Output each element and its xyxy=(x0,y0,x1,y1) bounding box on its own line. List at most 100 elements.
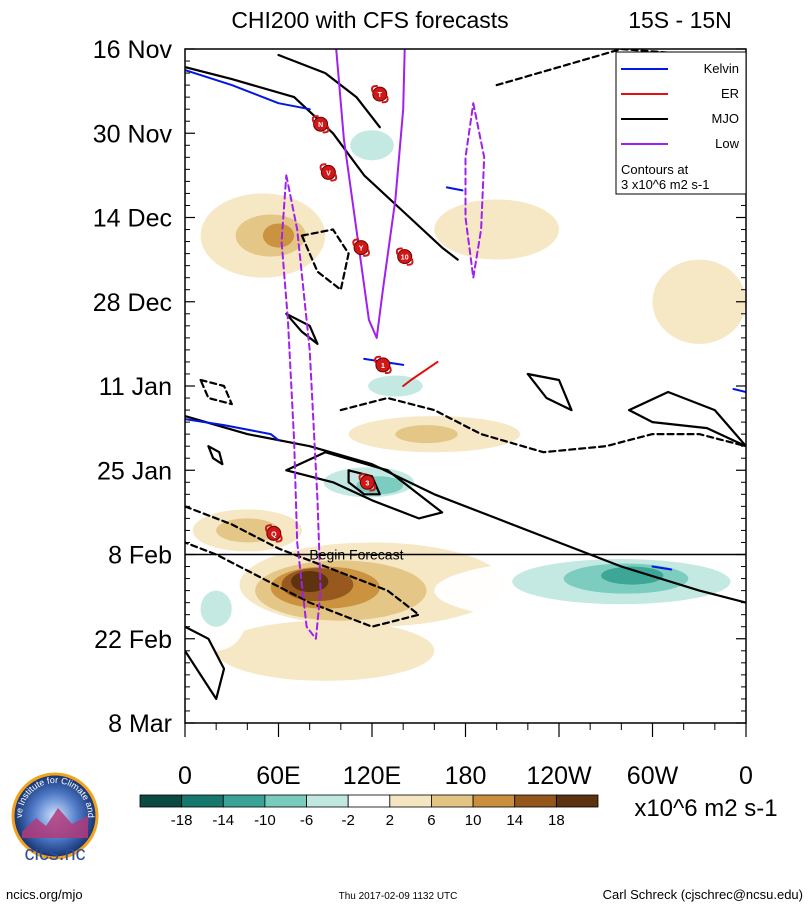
contour-kelvin-20 xyxy=(651,565,673,571)
storm-marker-6: 3 xyxy=(358,473,377,492)
x-tick-label: 180 xyxy=(445,762,487,790)
storm-marker-0: T xyxy=(370,84,389,104)
contour-kelvin-19 xyxy=(732,388,746,393)
y-tick-label: 25 Jan xyxy=(97,457,172,485)
storm-code: 10 xyxy=(401,255,409,262)
contour-kelvin-18 xyxy=(445,186,464,192)
colorbar-label: -18 xyxy=(171,812,193,829)
colorbar-label: -6 xyxy=(300,812,313,829)
anomaly-blob-28 xyxy=(601,566,664,585)
storm-code: T xyxy=(378,92,383,99)
contour-mjo-9 xyxy=(207,445,224,466)
footer-site: ncics.org/mjo xyxy=(6,887,83,902)
x-tick-label: 0 xyxy=(739,762,753,790)
x-tick-label: 120E xyxy=(343,762,401,790)
contour-low-24 xyxy=(464,102,486,279)
contour-mjo-13 xyxy=(185,505,420,628)
legend-label-er: ER xyxy=(721,86,739,101)
chart-title: CHI200 with CFS forecasts xyxy=(231,7,508,33)
colorbar-label: 18 xyxy=(548,812,565,829)
storm-icon xyxy=(320,164,336,180)
anomaly-blob-12 xyxy=(652,259,746,344)
colorbar-label: 2 xyxy=(386,812,394,829)
colorbar-swatch-7 xyxy=(431,794,474,808)
storm-spiral-icon xyxy=(264,524,283,543)
contour-mjo-5 xyxy=(285,451,444,520)
y-tick-label: 8 Feb xyxy=(108,542,172,570)
x-axis-labels: 0 60E 120E 180 120W 60W 0 xyxy=(178,762,753,790)
anomaly-blob-13 xyxy=(208,151,287,188)
anomaly-blob-22 xyxy=(200,590,232,627)
storm-spiral-icon xyxy=(319,163,338,182)
colorbar-swatch-3 xyxy=(264,794,307,808)
storm-spiral-icon xyxy=(311,115,330,134)
footer-author: Carl Schreck (cjschrec@ncsu.edu) xyxy=(603,887,803,902)
storm-markers: T N V Y 10 1 3 Q xyxy=(264,84,414,543)
storm-icon xyxy=(372,86,388,102)
storm-code: V xyxy=(326,170,331,177)
legend-label-low: Low xyxy=(715,136,739,151)
contour-mjo-14 xyxy=(199,378,233,406)
colorbar-swatch-2 xyxy=(222,794,266,808)
contour-mjo-1 xyxy=(277,53,381,129)
storm-marker-1: N xyxy=(311,115,330,134)
storm-spiral-icon xyxy=(395,247,414,266)
logo-arc-text: Cooperative Institute for Climate and Sa… xyxy=(0,0,96,818)
colorbar-label: -14 xyxy=(212,812,234,829)
colorbar: -18 -14 -10 -6 -2 2 6 10 14 18 xyxy=(139,794,599,829)
storm-spiral-icon xyxy=(358,473,377,492)
y-tick-label: 30 Nov xyxy=(93,120,173,148)
y-tick-label: 16 Nov xyxy=(93,36,173,64)
x-tick-label: 60W xyxy=(627,762,679,790)
forecast-marker: Begin Forecast xyxy=(185,547,746,563)
storm-code: 1 xyxy=(381,363,385,370)
anomaly-blob-10 xyxy=(434,199,559,260)
anomaly-blob-26 xyxy=(262,223,295,248)
contour-mjo-12 xyxy=(339,396,746,454)
colorbar-swatch-8 xyxy=(472,794,516,808)
colorbar-swatch-1 xyxy=(181,794,224,808)
anomaly-blob-20 xyxy=(395,425,458,444)
anomaly-blob-11 xyxy=(434,623,606,678)
storm-spiral-icon xyxy=(370,84,389,104)
colorbar-swatch-5 xyxy=(347,794,391,808)
colorbar-label: -10 xyxy=(254,812,276,829)
storm-icon xyxy=(397,249,413,265)
storm-marker-2: V xyxy=(319,163,338,182)
colorbar-swatch-6 xyxy=(389,794,432,808)
anomaly-blob-18 xyxy=(350,130,394,161)
storm-spiral-icon xyxy=(374,355,392,375)
storm-code: N xyxy=(318,122,323,129)
storm-marker-4: 10 xyxy=(395,247,414,266)
legend-note-1: Contours at xyxy=(621,162,689,177)
storm-icon xyxy=(266,525,282,541)
x-tick-label: 0 xyxy=(178,762,192,790)
colorbar-label: 14 xyxy=(506,812,523,829)
colorbar-label: -2 xyxy=(342,812,355,829)
logo-text: cics.nc xyxy=(24,843,85,865)
colorbar-swatch-9 xyxy=(514,794,557,808)
storm-code: 3 xyxy=(365,480,369,487)
legend: Kelvin ER MJO Low Contours at3 x10^6 m2 s-1 xyxy=(615,51,747,195)
x-tick-label: 120W xyxy=(526,762,592,790)
chart-region: 15S - 15N xyxy=(628,7,732,33)
colorbar-label: 6 xyxy=(427,812,435,829)
storm-marker-3: Y xyxy=(352,238,370,257)
anomaly-blob-29 xyxy=(290,571,329,593)
legend-label-kelvin: Kelvin xyxy=(704,61,739,76)
footer-timestamp: Thu 2017-02-09 1132 UTC xyxy=(339,891,458,902)
colorbar-swatch-0 xyxy=(139,794,183,808)
storm-icon xyxy=(375,357,391,373)
storm-icon xyxy=(313,116,329,132)
storm-spiral-icon xyxy=(352,238,370,257)
legend-box xyxy=(615,51,747,195)
legend-note-2: 3 x10^6 m2 s-1 xyxy=(621,177,709,192)
logo-ring xyxy=(11,772,99,860)
colorbar-swatch-10 xyxy=(555,794,599,808)
storm-code: Q xyxy=(271,531,277,538)
legend-label-mjo: MJO xyxy=(712,111,739,126)
storm-marker-7: Q xyxy=(264,524,283,543)
storm-code: Y xyxy=(359,246,364,253)
contour-low-22 xyxy=(335,49,406,339)
